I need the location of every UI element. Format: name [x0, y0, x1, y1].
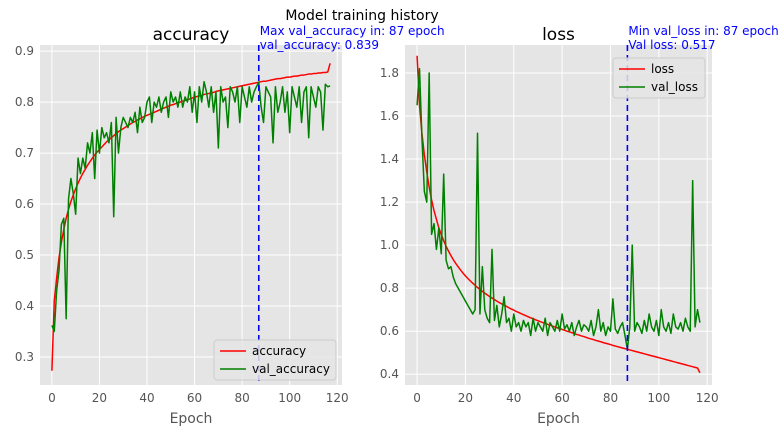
loss-tick-labels: 0 20 40 60 80 100 120 0.4 0.6 0.8 1.0 1.2 1.4 1.6 1.8 [380, 66, 719, 405]
legend-label-accuracy: accuracy [252, 344, 306, 358]
loss-x-tick-0: 0 [413, 391, 421, 405]
accuracy-y-tick-3: 0.6 [15, 197, 34, 211]
loss-plot-title: loss [542, 25, 575, 45]
accuracy-subplot: 0 20 40 60 80 100 120 0.3 0.4 0.5 0.6 0.7 0.8 0.9 acc… [15, 24, 445, 427]
legend-label-loss: loss [651, 62, 674, 76]
accuracy-series-lines [51, 63, 331, 371]
accuracy-x-tick-20: 20 [92, 391, 107, 405]
loss-legend-box [612, 57, 706, 99]
loss-x-tick-60: 60 [554, 391, 569, 405]
accuracy-y-tick-4: 0.7 [15, 146, 34, 160]
loss-annotation-line-1: Min val_loss in: 87 epoch [628, 24, 778, 38]
loss-annotation-line-2: Val loss: 0.517 [628, 38, 715, 52]
accuracy-y-tick-6: 0.9 [15, 44, 34, 58]
accuracy-legend: accuracy val_accuracy [213, 339, 337, 381]
loss-x-tick-120: 120 [696, 391, 719, 405]
accuracy-tick-labels: 0 20 40 60 80 100 120 0.3 0.4 0.5 0.6 0.7 0.8 0.9 [15, 44, 349, 405]
accuracy-x-tick-100: 100 [278, 391, 301, 405]
accuracy-x-tick-0: 0 [48, 391, 56, 405]
loss-y-tick-6: 1.6 [380, 109, 399, 123]
accuracy-x-tick-80: 80 [234, 391, 249, 405]
loss-legend: loss val_loss [612, 57, 706, 99]
loss-y-tick-4: 1.2 [380, 195, 399, 209]
accuracy-y-tick-5: 0.8 [15, 95, 34, 109]
series-line-val-accuracy [51, 80, 331, 333]
accuracy-annotation-line-1: Max val_accuracy in: 87 epoch [260, 24, 445, 38]
loss-x-tick-100: 100 [647, 391, 670, 405]
loss-series-lines [416, 55, 701, 374]
loss-x-tick-80: 80 [603, 391, 618, 405]
accuracy-y-tick-1: 0.4 [15, 299, 34, 313]
accuracy-x-tick-120: 120 [326, 391, 349, 405]
loss-y-tick-3: 1.0 [380, 238, 399, 252]
accuracy-x-axis-label: Epoch [170, 411, 213, 427]
accuracy-y-tick-2: 0.5 [15, 248, 34, 262]
loss-x-tick-40: 40 [506, 391, 521, 405]
accuracy-annotation-line-2: val_accuracy: 0.839 [260, 38, 379, 52]
loss-x-tick-20: 20 [458, 391, 473, 405]
loss-x-axis-label: Epoch [537, 411, 580, 427]
figure-suptitle: Model training history [285, 8, 438, 24]
legend-label-val-loss: val_loss [651, 80, 698, 94]
loss-y-tick-2: 0.8 [380, 281, 399, 295]
loss-subplot: 0 20 40 60 80 100 1200.40.60.81.01.21.41.61.8 … [380, 24, 779, 427]
legend-label-val-accuracy: val_accuracy [252, 362, 330, 376]
accuracy-legend-box [213, 339, 337, 381]
accuracy-y-tick-0: 0.3 [15, 350, 34, 364]
loss-y-tick-5: 1.4 [380, 152, 399, 166]
accuracy-x-tick-60: 60 [187, 391, 202, 405]
series-line-val-loss [416, 67, 701, 350]
accuracy-plot-title: accuracy [153, 25, 230, 45]
accuracy-x-tick-40: 40 [139, 391, 154, 405]
loss-y-tick-1: 0.6 [380, 324, 399, 338]
loss-y-tick-7: 1.8 [380, 66, 399, 80]
loss-y-tick-0: 0.4 [380, 367, 399, 381]
